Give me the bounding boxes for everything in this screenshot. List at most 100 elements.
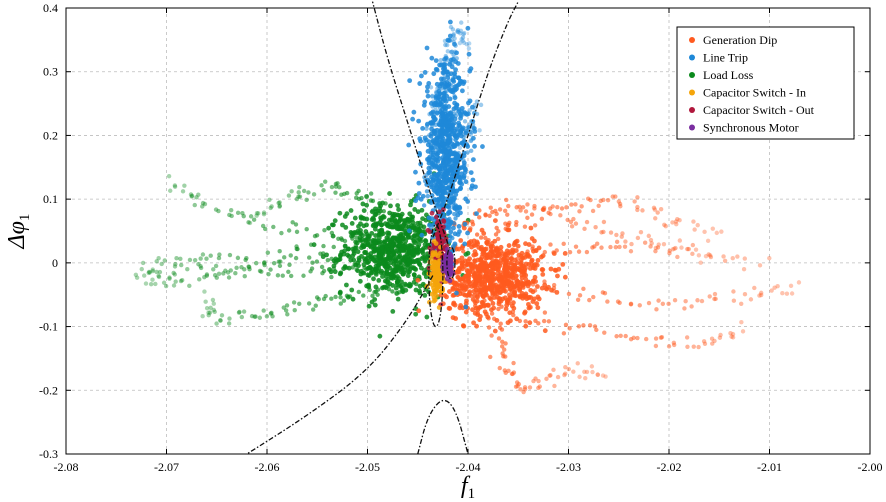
data-point (306, 301, 312, 306)
legend-marker (689, 89, 695, 96)
data-point (406, 228, 412, 234)
data-point (443, 131, 449, 137)
data-point (292, 307, 297, 313)
data-point (146, 270, 151, 276)
data-point (454, 140, 460, 146)
data-point (433, 58, 439, 64)
data-point (635, 235, 641, 241)
data-point (287, 262, 292, 267)
data-point (294, 229, 300, 235)
data-point (456, 109, 462, 114)
data-point (498, 321, 503, 326)
data-point (463, 130, 469, 136)
data-point (429, 291, 435, 297)
legend-marker (689, 54, 695, 61)
data-point (476, 276, 482, 281)
data-point (535, 305, 541, 311)
data-point (468, 170, 474, 176)
data-point (422, 135, 428, 141)
data-point (400, 232, 406, 237)
data-point (405, 269, 411, 275)
data-point (653, 216, 658, 221)
data-point (431, 238, 437, 244)
data-point (477, 208, 482, 213)
data-point (513, 248, 519, 253)
data-point (221, 271, 226, 276)
data-point (430, 282, 435, 288)
data-point (413, 169, 418, 175)
data-point (448, 255, 454, 261)
data-point (413, 287, 419, 293)
data-point (219, 313, 225, 318)
data-point (491, 275, 497, 281)
data-point (528, 225, 534, 231)
data-point (424, 189, 430, 194)
data-point (420, 250, 426, 256)
data-point (393, 285, 399, 291)
data-point (448, 57, 454, 63)
data-point (406, 283, 412, 289)
data-point (551, 282, 557, 288)
data-point (486, 303, 491, 308)
data-point (217, 252, 222, 257)
data-point (551, 251, 557, 256)
data-point (227, 252, 233, 258)
data-point (464, 41, 469, 47)
data-point (522, 294, 528, 300)
data-point (472, 143, 477, 149)
data-point (517, 204, 522, 210)
data-point (511, 266, 517, 272)
data-point (504, 248, 510, 254)
data-point (696, 253, 702, 258)
data-point (403, 238, 409, 244)
data-point (525, 202, 530, 207)
data-point (412, 207, 418, 212)
data-point (526, 305, 532, 311)
data-point (288, 253, 293, 258)
data-point (459, 105, 465, 111)
data-point (561, 241, 566, 247)
data-point (422, 258, 428, 264)
x-axis-label-subscript: 1 (468, 486, 476, 502)
data-point (452, 95, 458, 101)
data-point (346, 246, 352, 252)
data-point (284, 303, 290, 308)
data-point (227, 212, 232, 218)
data-point (478, 235, 484, 240)
data-point (731, 298, 737, 303)
data-point (341, 251, 347, 257)
data-point (388, 255, 393, 261)
data-point (748, 297, 754, 302)
legend-label: Capacitor Switch - In (703, 86, 806, 100)
data-point (526, 280, 532, 285)
data-point (407, 78, 413, 84)
data-point (377, 262, 382, 268)
data-point (582, 226, 587, 232)
data-point (439, 183, 445, 189)
data-point (179, 277, 185, 283)
data-point (442, 108, 448, 114)
data-point (595, 372, 601, 377)
data-point (481, 294, 486, 300)
data-point (342, 238, 348, 244)
data-point (454, 103, 460, 108)
data-point (200, 200, 206, 206)
data-point (226, 321, 232, 326)
data-point (514, 316, 520, 322)
data-point (564, 205, 569, 210)
x-axis-label: f1 (461, 473, 475, 502)
data-point (455, 29, 460, 34)
data-point (571, 369, 576, 374)
data-point (555, 273, 560, 279)
data-point (462, 241, 468, 247)
data-point (447, 167, 453, 172)
data-point (415, 209, 421, 215)
data-point (241, 309, 247, 314)
data-point (297, 301, 302, 306)
data-point (289, 189, 294, 194)
data-point (728, 331, 733, 336)
data-point (467, 256, 473, 262)
data-point (666, 344, 672, 349)
data-point (198, 263, 203, 269)
data-point (618, 333, 623, 339)
